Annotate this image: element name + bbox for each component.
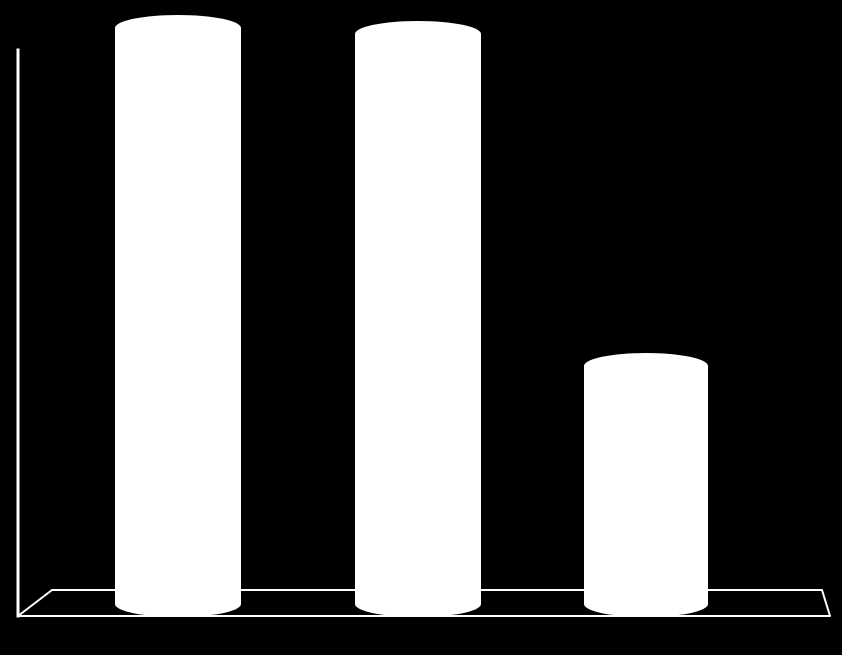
bar-3	[584, 353, 708, 617]
bar-1	[115, 15, 241, 617]
chart-svg	[0, 0, 842, 655]
bar-2	[355, 21, 481, 617]
cylinder-bar-chart	[0, 0, 842, 655]
